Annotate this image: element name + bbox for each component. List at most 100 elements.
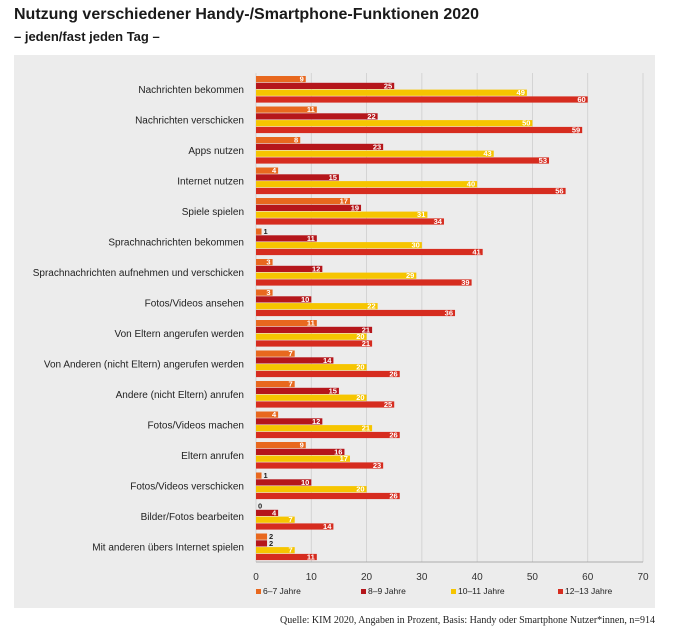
bar (256, 540, 268, 547)
data-label: 11 (307, 234, 315, 243)
data-label: 9 (300, 441, 304, 450)
bar (256, 259, 273, 266)
bar (256, 394, 367, 401)
data-label: 25 (384, 81, 392, 90)
category-label: Apps nutzen (188, 146, 244, 157)
legend: 6–7 Jahre 8–9 Jahre 10–11 Jahre 12–13 Jahre (256, 586, 613, 596)
data-label: 7 (289, 515, 293, 524)
data-label: 4 (272, 410, 277, 419)
x-tick-label: 70 (637, 572, 649, 583)
legend-swatch (558, 589, 563, 594)
data-label: 39 (461, 278, 469, 287)
bar (256, 113, 378, 120)
bar (256, 462, 384, 469)
data-label: 26 (389, 370, 397, 379)
bar (256, 289, 273, 296)
chart-panel: 9 25 49 60 11 22 50 59 8 23 43 53 4 15 40 56 17 19 31 34 1 11… (14, 55, 655, 608)
data-label: 11 (307, 319, 315, 328)
x-tick-label: 60 (582, 572, 594, 583)
bar (256, 309, 456, 317)
data-label: 29 (406, 271, 414, 280)
category-label: Von Eltern angerufen werden (114, 329, 244, 340)
data-label: 16 (334, 447, 342, 456)
x-tick-label: 50 (527, 572, 539, 583)
bar (256, 492, 400, 500)
data-label: 1 (264, 227, 268, 236)
bar (256, 167, 279, 174)
data-label: 34 (434, 217, 443, 226)
data-label: 30 (412, 241, 420, 250)
bar (256, 448, 345, 455)
bar (256, 411, 279, 418)
legend-label: 10–11 Jahre (458, 586, 505, 596)
data-label: 12 (312, 264, 320, 273)
data-label: 53 (539, 156, 547, 165)
category-label: Fotos/Videos ansehen (145, 299, 244, 310)
category-label: Von Anderen (nicht Eltern) angerufen wer… (44, 360, 244, 371)
bar (256, 381, 295, 388)
bar (256, 120, 533, 127)
data-label: 26 (389, 492, 397, 501)
data-label: 20 (356, 332, 364, 341)
x-tick-label: 40 (472, 572, 484, 583)
data-label: 23 (373, 461, 381, 470)
data-label: 36 (445, 309, 453, 318)
bar (256, 265, 323, 272)
bar (256, 198, 350, 205)
data-label: 41 (472, 248, 480, 257)
bar (256, 387, 339, 394)
bar (256, 326, 373, 333)
bar (256, 320, 317, 327)
bar (256, 425, 373, 432)
data-label: 31 (417, 210, 425, 219)
data-label: 10 (301, 478, 309, 487)
category-label: Nachrichten bekommen (138, 85, 244, 96)
bar (256, 211, 428, 218)
data-label: 14 (323, 522, 332, 531)
bar (256, 242, 422, 249)
x-tick-label: 30 (416, 572, 428, 583)
data-label: 12 (312, 417, 320, 426)
data-label: 4 (272, 166, 277, 175)
bar (256, 431, 400, 439)
data-label: 1 (264, 471, 268, 480)
data-label: 60 (577, 95, 585, 104)
data-label: 15 (329, 386, 337, 395)
bar (256, 509, 279, 516)
data-label: 50 (522, 119, 530, 128)
legend-label: 6–7 Jahre (263, 586, 301, 596)
bar (256, 486, 367, 493)
bar (256, 150, 494, 157)
data-label: 22 (367, 302, 375, 311)
data-label: 56 (555, 187, 563, 196)
bar (256, 340, 373, 347)
category-label: Sprachnachrichten aufnehmen und verschic… (33, 268, 244, 279)
x-tick-label: 0 (253, 572, 259, 583)
data-label: 10 (301, 295, 309, 304)
data-label: 17 (340, 197, 348, 206)
bar (256, 157, 550, 164)
category-label: Mit anderen übers Internet spielen (92, 543, 244, 554)
bar (256, 204, 362, 211)
data-label: 26 (389, 431, 397, 440)
data-label: 0 (258, 502, 262, 511)
bar (256, 248, 483, 256)
bar (256, 516, 295, 523)
bar (256, 333, 367, 340)
data-label: 7 (289, 380, 293, 389)
data-label: 15 (329, 173, 337, 182)
chart-subtitle: – jeden/fast jeden Tag – (14, 29, 160, 44)
data-label: 22 (367, 112, 375, 121)
bar (256, 106, 317, 113)
bar (256, 235, 317, 242)
bar (256, 174, 339, 181)
bar (256, 296, 312, 303)
data-label: 40 (467, 180, 475, 189)
bar (256, 455, 350, 462)
bar (256, 364, 367, 371)
category-label: Nachrichten verschicken (135, 116, 244, 127)
category-label: Fotos/Videos machen (147, 421, 244, 432)
data-label: 7 (289, 349, 293, 358)
bar (256, 96, 588, 103)
data-label: 49 (517, 88, 525, 97)
